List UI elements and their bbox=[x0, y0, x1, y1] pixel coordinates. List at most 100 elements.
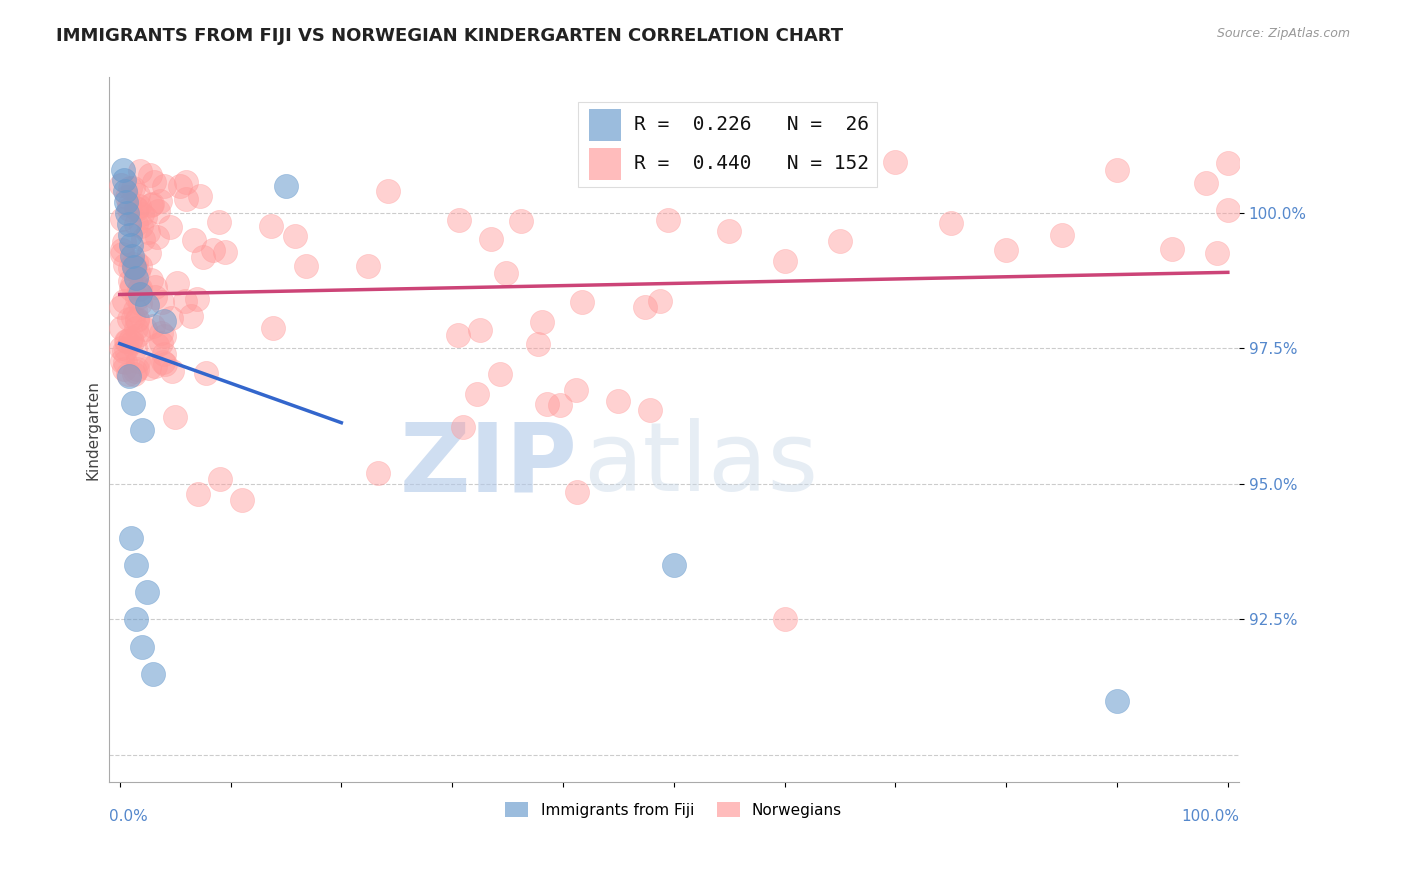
Point bbox=[638, 403, 661, 417]
Point bbox=[571, 294, 593, 309]
Point bbox=[112, 235, 135, 249]
Point bbox=[284, 228, 307, 243]
Point bbox=[262, 321, 284, 335]
Point bbox=[129, 295, 152, 310]
Point bbox=[187, 487, 209, 501]
Point bbox=[208, 215, 231, 229]
Point bbox=[117, 368, 139, 383]
Point bbox=[152, 355, 174, 369]
Point bbox=[110, 178, 132, 192]
Point bbox=[509, 214, 531, 228]
Point bbox=[124, 303, 146, 318]
Point bbox=[125, 362, 148, 376]
Point bbox=[125, 558, 148, 573]
Point bbox=[1105, 694, 1128, 708]
Point bbox=[495, 266, 517, 280]
Point bbox=[114, 258, 136, 272]
Point bbox=[120, 238, 142, 252]
Point bbox=[1216, 202, 1239, 217]
Point bbox=[127, 312, 149, 326]
Point bbox=[176, 175, 198, 189]
Point bbox=[127, 188, 149, 202]
Point bbox=[188, 189, 211, 203]
Point bbox=[118, 181, 141, 195]
Point bbox=[129, 164, 152, 178]
Point bbox=[139, 168, 162, 182]
Point bbox=[122, 260, 145, 274]
Point bbox=[160, 364, 183, 378]
Point bbox=[125, 217, 148, 231]
Point bbox=[112, 173, 135, 187]
Point bbox=[121, 277, 143, 292]
Point bbox=[1161, 242, 1184, 256]
Point bbox=[451, 420, 474, 434]
Point bbox=[773, 253, 796, 268]
Point bbox=[117, 367, 139, 381]
Point bbox=[111, 247, 134, 261]
Point bbox=[153, 329, 176, 343]
Point bbox=[125, 201, 148, 215]
Point bbox=[465, 386, 488, 401]
Point bbox=[110, 341, 132, 355]
Point bbox=[530, 315, 553, 329]
Point bbox=[163, 409, 186, 424]
Point bbox=[118, 202, 141, 216]
Point bbox=[166, 276, 188, 290]
Point bbox=[142, 318, 165, 333]
Point bbox=[662, 558, 685, 573]
Point bbox=[1216, 156, 1239, 170]
Point bbox=[112, 294, 135, 309]
Point bbox=[122, 395, 145, 409]
Point bbox=[121, 249, 143, 263]
Point bbox=[112, 162, 135, 177]
Point bbox=[110, 244, 132, 258]
Point bbox=[125, 291, 148, 305]
Point bbox=[131, 640, 153, 654]
Point bbox=[121, 334, 143, 349]
Point bbox=[136, 298, 159, 312]
Point bbox=[111, 211, 134, 226]
Point bbox=[208, 472, 231, 486]
Point bbox=[115, 190, 138, 204]
Point bbox=[718, 225, 741, 239]
Point bbox=[186, 293, 208, 307]
Point bbox=[127, 354, 149, 368]
Point bbox=[117, 206, 139, 220]
Point bbox=[138, 245, 160, 260]
Point bbox=[138, 361, 160, 376]
Point bbox=[191, 250, 214, 264]
Point bbox=[131, 207, 153, 221]
Text: IMMIGRANTS FROM FIJI VS NORWEGIAN KINDERGARTEN CORRELATION CHART: IMMIGRANTS FROM FIJI VS NORWEGIAN KINDER… bbox=[56, 27, 844, 45]
Point bbox=[125, 321, 148, 335]
Point bbox=[136, 585, 159, 599]
Point bbox=[143, 280, 166, 294]
Point bbox=[125, 271, 148, 285]
Point bbox=[294, 259, 316, 273]
Point bbox=[153, 357, 176, 371]
Point bbox=[470, 323, 492, 337]
Point bbox=[114, 184, 136, 198]
Point bbox=[127, 312, 149, 326]
Point bbox=[153, 314, 176, 328]
Point bbox=[118, 311, 141, 326]
Text: 100.0%: 100.0% bbox=[1181, 809, 1239, 824]
Point bbox=[657, 212, 679, 227]
Text: 0.0%: 0.0% bbox=[108, 809, 148, 824]
Point bbox=[121, 310, 143, 325]
Point bbox=[146, 230, 169, 244]
Text: ZIP: ZIP bbox=[399, 418, 578, 511]
Point bbox=[150, 326, 173, 340]
Point bbox=[377, 184, 399, 198]
Point bbox=[169, 179, 191, 194]
Point bbox=[128, 199, 150, 213]
FancyBboxPatch shape bbox=[589, 109, 620, 141]
Point bbox=[446, 327, 468, 342]
Point bbox=[231, 492, 253, 507]
Point bbox=[828, 234, 851, 248]
Point bbox=[124, 367, 146, 381]
Point bbox=[274, 178, 297, 193]
Point bbox=[214, 245, 236, 260]
Point bbox=[995, 243, 1018, 257]
FancyBboxPatch shape bbox=[589, 148, 620, 179]
Point bbox=[607, 394, 630, 409]
